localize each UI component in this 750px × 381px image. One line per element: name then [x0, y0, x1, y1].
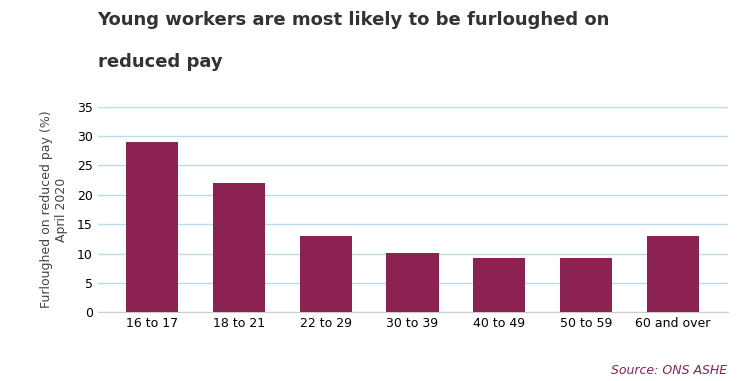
Y-axis label: Furloughed on reduced pay (%)
April 2020: Furloughed on reduced pay (%) April 2020 — [40, 111, 68, 308]
Bar — [560, 258, 612, 312]
Text: Young workers are most likely to be furloughed on: Young workers are most likely to be furl… — [98, 11, 610, 29]
Text: reduced pay: reduced pay — [98, 53, 222, 71]
Bar — [213, 183, 265, 312]
Bar — [473, 258, 525, 312]
Bar — [300, 236, 352, 312]
Bar — [646, 236, 699, 312]
Bar — [386, 253, 439, 312]
Bar — [126, 142, 178, 312]
Text: Source: ONS ASHE: Source: ONS ASHE — [611, 364, 728, 377]
